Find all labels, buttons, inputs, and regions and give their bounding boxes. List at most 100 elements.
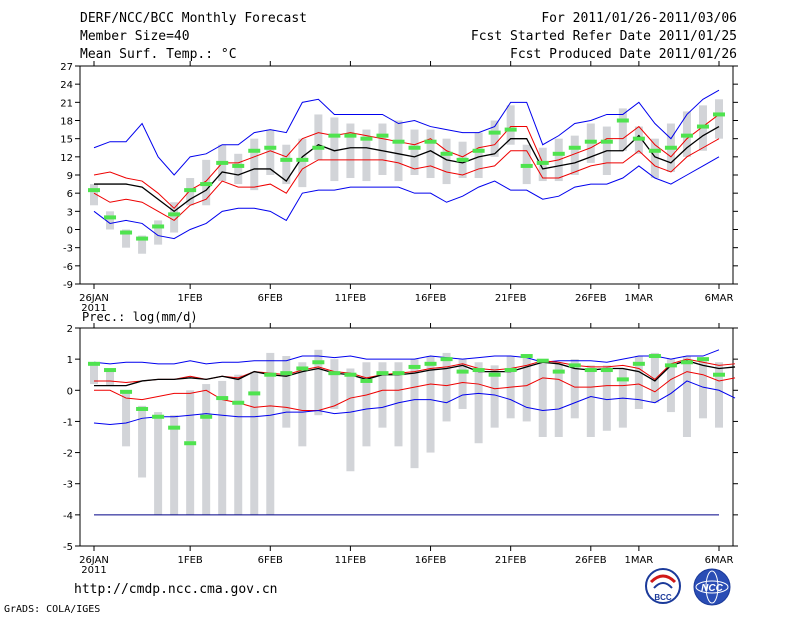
precip-title: Prec.: log(mm/d): [82, 310, 198, 324]
temp-spread-box: [266, 129, 275, 175]
prec-green-marker: [696, 357, 709, 362]
prec-spread-box: [138, 405, 147, 478]
temp-green-marker: [456, 157, 469, 162]
prec-spread-box: [314, 349, 323, 416]
prec-x-tick-label: 26FEB: [575, 555, 607, 566]
prec-spread-box: [106, 368, 115, 386]
temp-green-marker: [424, 139, 437, 144]
prec-frame: [79, 327, 734, 547]
temp-green-marker: [104, 215, 117, 220]
bcc-logo-text: BCC: [654, 593, 672, 602]
prec-green-marker: [504, 368, 517, 373]
temp-y-tick-label: -3: [63, 244, 73, 255]
temp-frame: [79, 65, 734, 285]
prec-spread-box: [410, 359, 419, 469]
prec-green-marker: [120, 389, 133, 394]
temp-spread-box: [170, 202, 179, 233]
temp-line-max: [93, 89, 720, 176]
forecast-title: DERF/NCC/BCC Monthly Forecast: [80, 11, 307, 26]
variable-label: Mean Surf. Temp.: °C: [80, 47, 237, 62]
temp-green-marker: [232, 163, 245, 168]
temp-y-tick-label: 12: [60, 153, 73, 164]
prec-y-tick-label: -5: [63, 542, 73, 553]
temp-spread-box: [490, 120, 499, 157]
temp-x-tick-label: 1MAR: [624, 293, 653, 304]
temp-y-tick-label: -6: [63, 262, 73, 273]
prec-green-marker: [440, 357, 453, 362]
temp-green-marker: [360, 136, 373, 141]
prec-spread-box: [298, 362, 307, 447]
temp-x-tick-label: 6MAR: [705, 293, 734, 304]
temp-green-marker: [136, 236, 149, 241]
temp-spread-box: [90, 184, 98, 206]
prec-green-marker: [88, 361, 100, 366]
prec-x-year-label: 2011: [81, 565, 106, 576]
temp-x-tick-label: 16FEB: [415, 293, 447, 304]
temp-spread-box: [378, 123, 387, 175]
prec-spread-box: [698, 359, 707, 419]
temp-green-marker: [536, 160, 549, 165]
prec-green-marker: [568, 363, 581, 368]
temp-spread-box: [298, 138, 307, 188]
start-date: Fcst Started Refer Date 2011/01/25: [470, 29, 737, 44]
temp-green-marker: [600, 139, 613, 144]
temp-y-tick-label: 9: [67, 171, 73, 182]
prec-green-marker: [104, 368, 117, 373]
prec-green-marker: [296, 366, 309, 371]
prec-spread-box: [186, 390, 195, 515]
temp-green-marker: [472, 148, 485, 153]
grads-credit: GrADS: COLA/IGES: [4, 604, 101, 615]
temp-line-mean: [94, 125, 720, 213]
member-size: Member Size=40: [80, 29, 190, 44]
temp-green-marker: [408, 145, 421, 150]
temp-x-year-label: 2011: [81, 303, 106, 314]
prec-green-marker: [616, 377, 629, 382]
temp-line-lower: [93, 138, 720, 222]
prec-x-tick-label: 6MAR: [705, 555, 734, 566]
prec-spread-box: [90, 362, 98, 385]
prec-spread-box: [586, 365, 595, 437]
temp-green-marker: [713, 112, 725, 117]
prec-spread-box: [218, 380, 227, 515]
temp-green-marker: [216, 160, 229, 165]
prec-green-marker: [520, 354, 533, 359]
temp-green-marker: [120, 230, 133, 235]
temp-x-tick-label: 26JAN: [79, 293, 109, 304]
prec-spread-box: [234, 374, 243, 515]
ncc-logo: NCC: [690, 568, 734, 608]
prec-y-tick-label: 0: [67, 386, 73, 397]
prec-green-marker: [216, 396, 229, 401]
temp-x-tick-label: 1FEB: [178, 293, 203, 304]
prec-green-marker: [392, 371, 405, 376]
temp-x-tick-label: 6FEB: [258, 293, 283, 304]
temp-green-marker: [488, 130, 501, 135]
prec-green-marker: [184, 441, 197, 446]
prec-x-tick-label: 21FEB: [495, 555, 527, 566]
temp-green-marker: [328, 133, 341, 138]
prec-spread-box: [522, 356, 531, 422]
prec-green-marker: [632, 361, 645, 366]
ncc-logo-text: NCC: [701, 583, 723, 594]
prec-spread-box: [474, 362, 483, 444]
prec-spread-box: [554, 362, 563, 437]
prec-y-tick-label: -2: [63, 449, 73, 460]
temp-green-marker: [392, 139, 405, 144]
prec-spread-box: [490, 365, 499, 428]
temp-spread-box: [715, 99, 723, 139]
prec-line-min: [93, 380, 736, 426]
prec-green-marker: [680, 360, 693, 365]
temp-green-marker: [664, 145, 677, 150]
temp-green-marker: [168, 212, 181, 217]
prec-spread-box: [250, 371, 259, 515]
temp-line-min: [93, 156, 720, 240]
prec-green-marker: [600, 368, 613, 373]
prec-spread-box: [538, 359, 547, 437]
temp-y-tick-label: 21: [60, 98, 73, 109]
prec-green-marker: [312, 360, 325, 365]
forecast-period: For 2011/01/26-2011/03/06: [541, 11, 737, 26]
temp-y-tick-label: 15: [60, 135, 73, 146]
prec-y-tick-label: -3: [63, 480, 73, 491]
prec-y-tick-label: -4: [63, 511, 73, 522]
prec-green-marker: [552, 369, 565, 374]
